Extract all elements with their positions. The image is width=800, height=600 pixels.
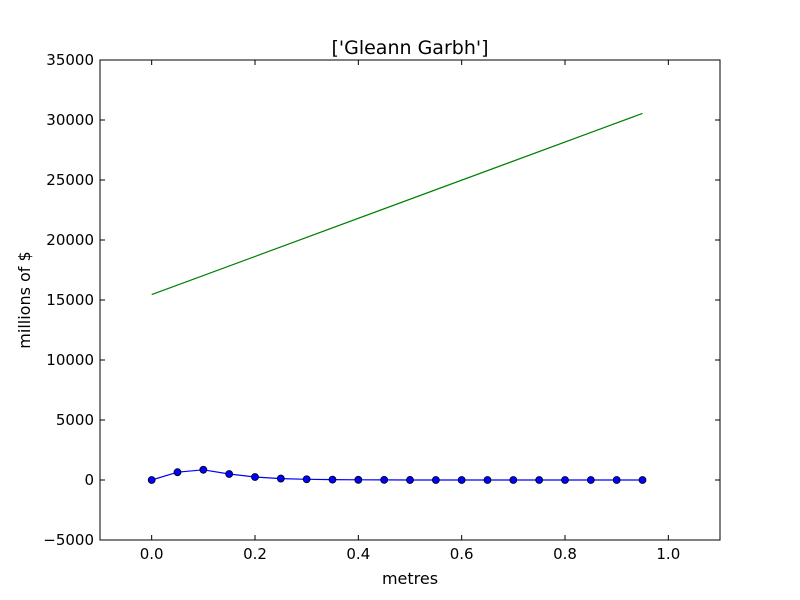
- series-1-point: [509, 476, 518, 484]
- y-tick-label: 5000: [56, 411, 94, 429]
- series-2-line: [151, 112, 643, 296]
- y-tick-label: 15000: [46, 291, 94, 309]
- y-tick-label: −5000: [43, 531, 94, 549]
- series-1-point: [586, 476, 595, 484]
- x-tick-label: 0.4: [346, 545, 370, 563]
- series-1-point: [328, 475, 337, 484]
- series-1-point: [199, 465, 208, 474]
- ticks-layer: 0.0 0.2 0.4 0.6 0.8 1.0 −5000 0 5000 10000 15000 20…: [43, 51, 720, 563]
- series-layer: [147, 112, 647, 484]
- x-tick-label: 0.8: [553, 545, 577, 563]
- y-axis-label: millions of $: [15, 251, 34, 348]
- x-tick-label: 0.2: [243, 545, 267, 563]
- y-tick-label: 10000: [46, 351, 94, 369]
- chart-title: ['Gleann Garbh']: [331, 37, 488, 59]
- series-1-point: [535, 476, 544, 484]
- series-1-point: [638, 476, 647, 484]
- y-tick-label: 30000: [46, 111, 94, 129]
- plot-frame: [99, 59, 721, 541]
- series-1-point: [354, 475, 363, 484]
- series-1-point: [380, 476, 389, 484]
- series-1-point: [302, 475, 311, 484]
- series-1-point: [612, 476, 621, 484]
- y-tick-label: 0: [84, 471, 94, 489]
- x-tick-label: 1.0: [656, 545, 680, 563]
- y-tick-label: 35000: [46, 51, 94, 69]
- series-1-point: [483, 476, 492, 484]
- x-tick-label: 0.6: [450, 545, 474, 563]
- y-tick-label: 20000: [46, 231, 94, 249]
- x-tick-label: 0.0: [140, 545, 164, 563]
- series-1-point: [147, 476, 156, 484]
- series-1-line: [151, 469, 643, 481]
- series-1-point: [225, 470, 234, 478]
- series-1-point: [251, 473, 259, 481]
- series-1-point: [457, 476, 466, 484]
- x-axis-label: metres: [382, 569, 438, 588]
- series-1-point: [406, 476, 414, 484]
- series-1-point: [431, 476, 440, 484]
- series-1-point: [561, 476, 569, 484]
- y-tick-label: 25000: [46, 171, 94, 189]
- series-1-point: [173, 468, 182, 477]
- series-1-point: [276, 474, 285, 483]
